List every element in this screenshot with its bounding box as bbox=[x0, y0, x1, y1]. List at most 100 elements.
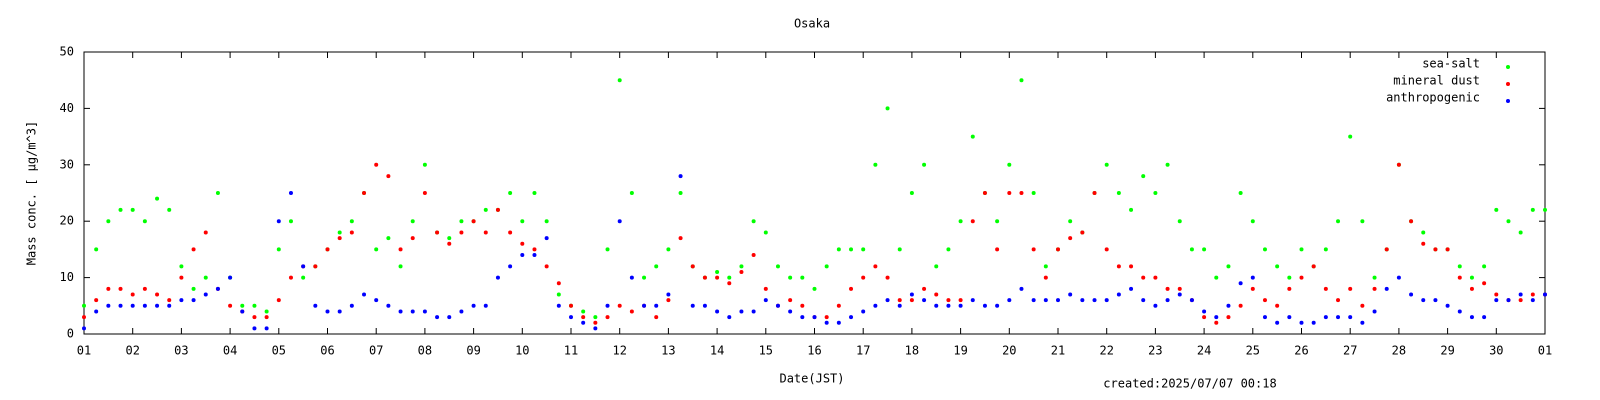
data-point bbox=[508, 191, 513, 195]
data-point bbox=[849, 247, 854, 252]
data-point bbox=[739, 264, 744, 269]
data-point bbox=[824, 320, 829, 325]
data-point bbox=[1007, 191, 1012, 195]
data-point bbox=[593, 326, 598, 331]
data-point bbox=[1250, 219, 1255, 224]
data-point bbox=[520, 219, 525, 224]
data-point bbox=[861, 309, 866, 314]
data-point bbox=[1299, 247, 1304, 252]
data-point bbox=[106, 303, 111, 308]
data-point bbox=[386, 236, 391, 241]
data-point bbox=[849, 286, 854, 291]
x-tick-label: 11 bbox=[564, 344, 578, 358]
data-point bbox=[142, 286, 147, 291]
data-point bbox=[593, 320, 598, 325]
data-point bbox=[1457, 264, 1462, 269]
data-point bbox=[459, 230, 464, 235]
x-tick-label: 22 bbox=[1099, 344, 1113, 358]
data-point bbox=[849, 315, 854, 320]
data-point bbox=[605, 303, 610, 308]
data-point bbox=[1530, 207, 1535, 212]
data-point bbox=[715, 269, 720, 274]
data-point bbox=[800, 275, 805, 280]
data-point bbox=[337, 236, 342, 241]
data-point bbox=[666, 292, 671, 297]
data-point bbox=[1336, 298, 1341, 303]
data-point bbox=[556, 292, 561, 297]
data-point bbox=[678, 236, 683, 241]
data-point bbox=[1153, 303, 1158, 308]
data-point bbox=[447, 241, 452, 246]
data-point bbox=[715, 275, 720, 280]
data-point bbox=[520, 253, 525, 258]
data-point bbox=[1421, 298, 1426, 303]
data-point bbox=[897, 298, 902, 303]
legend-marker bbox=[1506, 82, 1510, 86]
data-point bbox=[82, 303, 86, 308]
data-point bbox=[629, 191, 634, 195]
data-point bbox=[581, 320, 586, 325]
data-point bbox=[1202, 247, 1207, 252]
data-point bbox=[958, 303, 963, 308]
x-tick-label: 08 bbox=[418, 344, 432, 358]
data-point bbox=[532, 191, 537, 195]
data-point bbox=[1396, 275, 1401, 280]
y-tick-label: 40 bbox=[60, 101, 74, 115]
data-point bbox=[982, 191, 987, 195]
data-point bbox=[130, 292, 135, 297]
data-point bbox=[873, 264, 878, 269]
data-point bbox=[1262, 247, 1267, 252]
data-point bbox=[1141, 298, 1146, 303]
data-point bbox=[1421, 230, 1426, 235]
data-point bbox=[94, 247, 99, 252]
data-point bbox=[1080, 298, 1085, 303]
data-point bbox=[885, 106, 890, 111]
data-point bbox=[544, 236, 549, 241]
data-point bbox=[106, 219, 111, 224]
x-tick-label: 13 bbox=[661, 344, 675, 358]
data-point bbox=[1518, 298, 1523, 303]
data-point bbox=[1043, 298, 1048, 303]
data-point bbox=[739, 309, 744, 314]
data-point bbox=[228, 275, 233, 280]
data-point bbox=[386, 174, 391, 179]
data-point bbox=[1031, 298, 1036, 303]
data-point bbox=[447, 315, 452, 320]
data-point bbox=[422, 191, 427, 195]
data-point bbox=[909, 191, 914, 195]
data-point bbox=[203, 230, 208, 235]
data-point bbox=[1311, 264, 1316, 269]
data-point bbox=[1092, 298, 1097, 303]
data-point bbox=[1153, 191, 1158, 195]
x-tick-label: 14 bbox=[710, 344, 724, 358]
data-point bbox=[678, 174, 683, 179]
data-point bbox=[982, 303, 987, 308]
data-point bbox=[1445, 303, 1450, 308]
data-point bbox=[264, 326, 269, 331]
data-point bbox=[678, 191, 683, 195]
data-point bbox=[1311, 320, 1316, 325]
data-point bbox=[1396, 162, 1401, 167]
data-point bbox=[970, 219, 975, 224]
data-point bbox=[702, 275, 707, 280]
data-point bbox=[995, 247, 1000, 252]
data-point bbox=[301, 264, 306, 269]
data-point bbox=[1068, 292, 1073, 297]
data-point bbox=[909, 292, 914, 297]
plot-frame bbox=[83, 51, 1546, 335]
data-point bbox=[751, 219, 756, 224]
x-tick-label: 07 bbox=[369, 344, 383, 358]
data-point bbox=[1518, 230, 1523, 235]
data-point bbox=[1543, 292, 1547, 297]
data-point bbox=[203, 292, 208, 297]
data-point bbox=[1360, 219, 1365, 224]
data-point bbox=[1238, 303, 1243, 308]
data-point bbox=[1323, 286, 1328, 291]
x-tick-label: 25 bbox=[1246, 344, 1260, 358]
data-point bbox=[1323, 315, 1328, 320]
y-tick-label: 20 bbox=[60, 214, 74, 228]
data-point bbox=[1129, 286, 1134, 291]
x-tick-label: 10 bbox=[515, 344, 529, 358]
x-tick-label: 23 bbox=[1148, 344, 1162, 358]
data-point bbox=[1092, 191, 1097, 195]
